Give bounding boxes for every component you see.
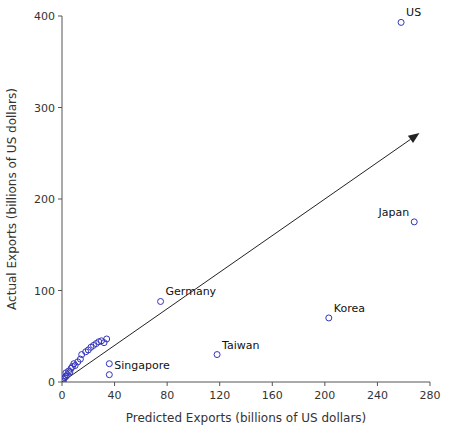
x-tick (114, 382, 115, 386)
point-label: Taiwan (221, 339, 259, 352)
x-tick-label: 160 (262, 389, 283, 402)
x-tick (377, 382, 378, 386)
reference-arrow-line (62, 139, 410, 382)
reference-arrow-head (408, 133, 420, 143)
x-axis-label: Predicted Exports (billions of US dollar… (126, 411, 367, 425)
y-tick (58, 107, 62, 108)
x-tick-label: 0 (59, 389, 66, 402)
x-tick-label: 40 (108, 389, 122, 402)
y-tick (58, 382, 62, 383)
x-tick-label: 120 (209, 389, 230, 402)
x-tick (167, 382, 168, 386)
chart-container: 0 40 80 120 160 200 240 280 0 100 200 300 400 Predict… (0, 0, 450, 434)
y-axis-label: Actual Exports (billions of US dollars) (5, 88, 19, 310)
y-tick (58, 290, 62, 291)
scatter-point (214, 352, 220, 358)
y-tick (58, 16, 62, 17)
y-tick-label: 400 (34, 10, 55, 23)
annotations: Germany Singapore Taiwan Korea US Japan (114, 6, 421, 371)
point-label: Japan (378, 206, 410, 219)
x-tick-label: 200 (314, 389, 335, 402)
scatter-point (104, 336, 110, 342)
plot-area (62, 19, 419, 382)
y-tick-label: 300 (34, 102, 55, 115)
x-tick-label: 240 (367, 389, 388, 402)
x-tick-label: 280 (420, 389, 441, 402)
x-tick (272, 382, 273, 386)
x-tick (324, 382, 325, 386)
x-tick (430, 382, 431, 386)
y-tick (58, 199, 62, 200)
x-tick (62, 382, 63, 386)
scatter-point (158, 298, 164, 304)
point-label: Germany (166, 285, 217, 298)
scatter-point (326, 315, 332, 321)
point-label: US (406, 6, 421, 19)
x-tick-label: 80 (160, 389, 174, 402)
scatter-point (398, 19, 404, 25)
point-label: Singapore (114, 359, 170, 372)
y-tick-label: 0 (48, 376, 55, 389)
x-axis-line (62, 382, 430, 383)
chart-svg: 0 40 80 120 160 200 240 280 0 100 200 300 400 Predict… (0, 0, 450, 434)
point-label: Korea (334, 302, 365, 315)
scatter-point (106, 361, 112, 367)
x-tick (219, 382, 220, 386)
y-tick-label: 200 (34, 193, 55, 206)
y-tick-label: 100 (34, 285, 55, 298)
scatter-point (411, 219, 417, 225)
scatter-point (106, 372, 112, 378)
